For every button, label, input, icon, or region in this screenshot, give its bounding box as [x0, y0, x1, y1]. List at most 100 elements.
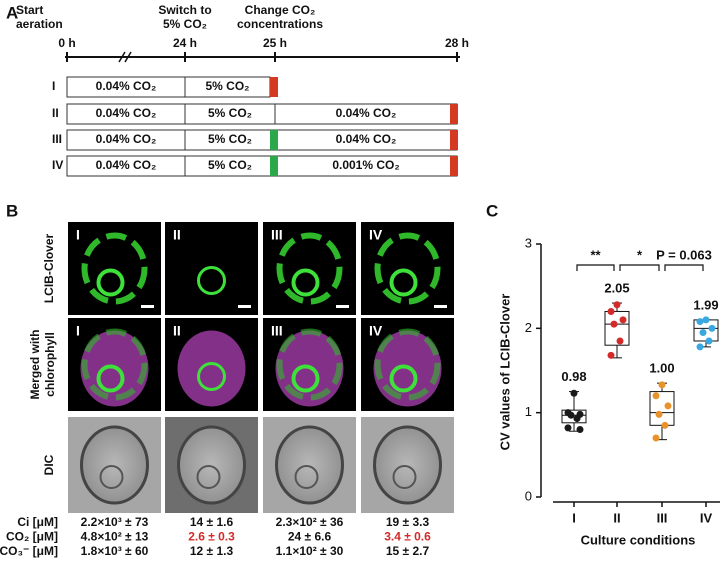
x-tick-label: IV — [700, 510, 713, 525]
micrograph — [68, 417, 161, 513]
data-point — [607, 351, 615, 359]
dic-pyrenoid — [99, 465, 124, 489]
data-point — [564, 424, 572, 432]
condition-label: 0.04% CO₂ — [336, 132, 397, 146]
condition-label: 0.04% CO₂ — [96, 158, 157, 172]
significance-bracket — [664, 264, 704, 271]
column-label: III — [271, 227, 283, 243]
data-point — [652, 434, 660, 442]
row-label: LCIB-Clover — [42, 234, 56, 304]
data-point — [699, 329, 707, 337]
column-label: II — [173, 227, 181, 243]
cell-signal — [374, 232, 441, 305]
sampling-marker — [270, 130, 278, 150]
sampling-marker — [450, 156, 458, 176]
data-point — [664, 402, 672, 410]
event-label: Start — [16, 3, 43, 17]
data-point — [570, 389, 578, 397]
condition-label: 5% CO₂ — [208, 106, 252, 120]
micrograph: I — [68, 318, 161, 411]
data-point — [696, 318, 704, 326]
pyrenoid-ring — [197, 266, 226, 295]
micrograph: III — [263, 318, 356, 411]
pyrenoid-ring — [389, 268, 418, 297]
data-point — [613, 301, 621, 309]
dic-pyrenoid — [196, 465, 221, 489]
cell-signal — [276, 328, 343, 401]
data-point — [573, 415, 581, 423]
data-point — [576, 426, 584, 434]
y-tick-label: 1 — [525, 404, 532, 419]
row-label: IV — [52, 158, 63, 172]
sampling-marker — [270, 77, 278, 97]
micrograph: IV — [361, 222, 454, 315]
cell-signal — [81, 232, 148, 305]
measure-value: 4.8×10² ± 13 — [81, 530, 149, 544]
micrograph: I — [68, 222, 161, 315]
pyrenoid-ring — [96, 268, 125, 297]
event-label: Change CO₂ — [245, 3, 316, 17]
x-axis-label: Culture conditions — [581, 532, 696, 547]
event-label: 5% CO₂ — [163, 17, 207, 31]
scale-bar — [336, 305, 349, 308]
micrograph — [361, 417, 454, 513]
row-label: II — [52, 106, 59, 120]
data-point — [567, 411, 575, 419]
sampling-marker — [450, 130, 458, 150]
event-label: Switch to — [158, 3, 211, 17]
sampling-marker — [450, 104, 458, 124]
y-tick-label: 2 — [525, 320, 532, 335]
data-point — [616, 337, 624, 345]
y-tick-label: 0 — [525, 488, 532, 503]
x-tick-label: I — [572, 510, 576, 525]
micrograph: III — [263, 222, 356, 315]
dic-cell — [275, 425, 344, 505]
measure-label: HCO₃⁻ [μM] — [0, 544, 58, 558]
condition-label: 0.04% CO₂ — [336, 106, 397, 120]
row-label: chlorophyll — [43, 332, 57, 397]
micrograph — [165, 417, 258, 513]
row-label: I — [52, 79, 55, 93]
condition-label: 0.04% CO₂ — [96, 132, 157, 146]
time-label: 28 h — [445, 36, 469, 50]
pyrenoid-ring — [291, 364, 320, 393]
time-label: 25 h — [263, 36, 287, 50]
condition-label: 0.001% CO₂ — [332, 158, 399, 172]
panel-label: C — [486, 201, 498, 220]
mean-label: 1.99 — [693, 297, 718, 312]
panel-label: B — [6, 201, 18, 220]
dic-cell — [80, 425, 149, 505]
time-label: 0 h — [58, 36, 75, 50]
column-label: I — [76, 227, 80, 243]
mean-label: 2.05 — [604, 280, 629, 295]
significance-label: ** — [590, 247, 601, 262]
dic-cell — [177, 425, 246, 505]
row-label: DIC — [42, 454, 56, 475]
scale-bar — [141, 305, 154, 308]
sampling-marker — [270, 156, 278, 176]
significance-label: P = 0.063 — [656, 247, 712, 262]
mean-label: 0.98 — [561, 369, 586, 384]
micrograph: IV — [361, 318, 454, 411]
pyrenoid-ring — [197, 362, 226, 391]
data-point — [652, 392, 660, 400]
data-point — [705, 337, 713, 345]
measure-value: 1.8×10³ ± 60 — [81, 544, 149, 558]
micrograph — [263, 417, 356, 513]
panel-label: A — [6, 3, 18, 22]
chlorophyll — [177, 330, 246, 407]
column-label: II — [173, 323, 181, 339]
row-label: III — [52, 132, 62, 146]
data-point — [610, 320, 618, 328]
dic-pyrenoid — [294, 465, 319, 489]
significance-label: * — [637, 247, 643, 262]
measure-value: 12 ± 1.3 — [190, 544, 234, 558]
measure-value: 14 ± 1.6 — [190, 515, 234, 529]
event-label: concentrations — [237, 17, 323, 31]
condition-label: 0.04% CO₂ — [96, 106, 157, 120]
dic-cell — [373, 425, 442, 505]
measure-value: 2.3×10² ± 36 — [276, 515, 344, 529]
column-label: III — [271, 323, 283, 339]
data-point — [702, 316, 710, 324]
data-point — [655, 410, 663, 418]
